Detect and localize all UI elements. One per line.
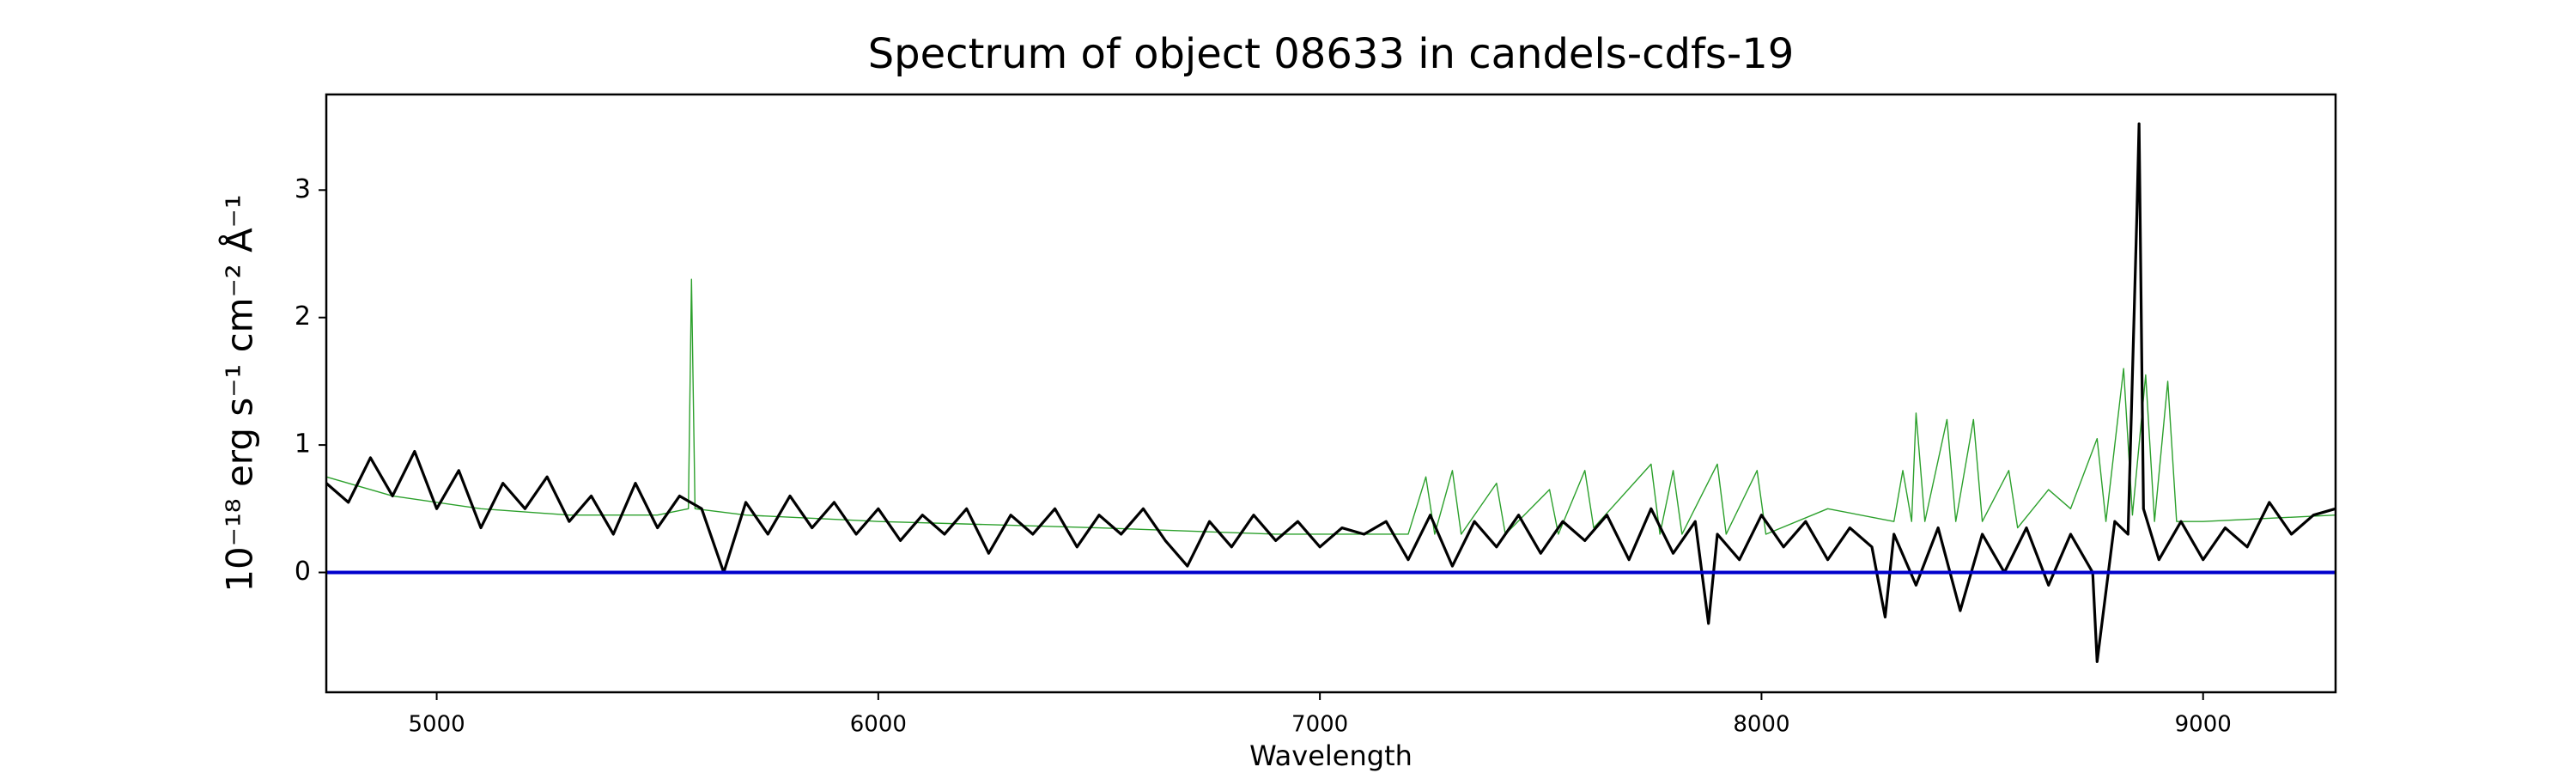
chart-title: Spectrum of object 08633 in candels-cdfs…	[868, 30, 1795, 78]
x-tick-label: 6000	[850, 712, 907, 738]
spectrum-line	[326, 278, 2336, 535]
y-tick-label: 0	[295, 557, 311, 587]
plot-frame	[325, 93, 2337, 694]
x-tick-label: 8000	[1733, 712, 1789, 738]
y-tick-label: 1	[295, 429, 311, 460]
y-axis-label: 10⁻¹⁸ erg s⁻¹ cm⁻² Å⁻¹	[218, 194, 261, 592]
x-axis-label: Wavelength	[1249, 740, 1413, 772]
plot-area	[326, 122, 2336, 663]
x-tick-label: 9000	[2175, 712, 2232, 738]
x-tick-label: 7000	[1291, 712, 1348, 738]
spectrum-line	[326, 122, 2336, 663]
x-tick-label: 5000	[408, 712, 465, 738]
y-tick-label: 3	[295, 174, 311, 204]
y-tick-label: 2	[295, 301, 311, 332]
